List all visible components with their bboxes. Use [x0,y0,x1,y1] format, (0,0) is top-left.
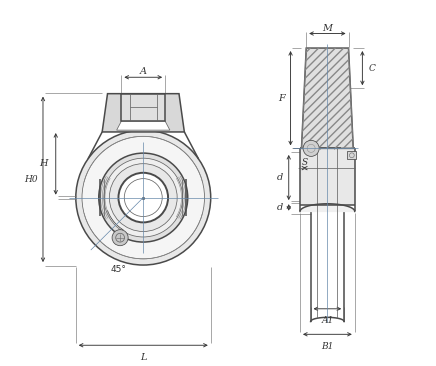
Circle shape [82,136,204,259]
Polygon shape [300,204,355,212]
Polygon shape [102,94,184,132]
Text: 45°: 45° [110,265,126,274]
Text: L: L [140,352,146,362]
Text: M: M [322,24,332,33]
Polygon shape [302,48,353,148]
Circle shape [104,158,183,237]
Circle shape [119,173,168,223]
Circle shape [124,179,162,217]
Bar [122,94,165,121]
Text: d: d [277,203,283,212]
Text: B1: B1 [321,341,334,351]
Text: A1: A1 [321,316,334,325]
Text: H: H [39,159,48,168]
Text: C: C [368,64,375,72]
Circle shape [76,130,211,265]
Circle shape [99,153,188,242]
Circle shape [303,140,319,156]
Circle shape [112,229,128,246]
Bar [300,148,355,205]
Bar [347,151,356,159]
Text: F: F [278,94,285,103]
Polygon shape [117,121,170,130]
Text: H0: H0 [24,175,37,184]
Circle shape [109,164,177,231]
Text: S: S [301,158,307,167]
Text: d: d [277,173,283,182]
Text: A: A [140,67,147,76]
